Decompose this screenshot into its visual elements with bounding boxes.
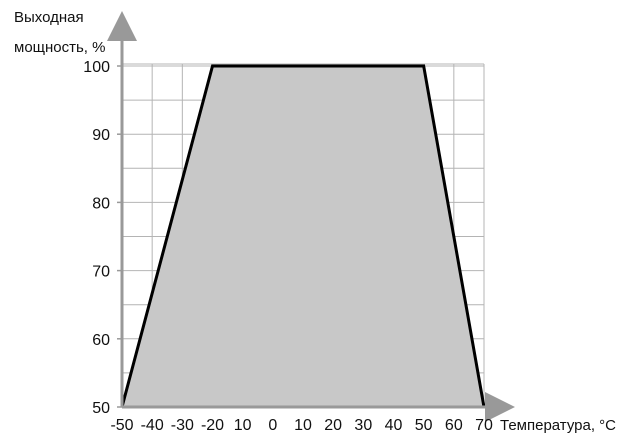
x-tick-label: 50 xyxy=(415,417,433,434)
x-tick-label: -30 xyxy=(171,417,194,434)
x-tick-label: 10 xyxy=(234,417,252,434)
y-tick-label: 70 xyxy=(92,264,110,281)
y-axis-title-line-1: Выходная xyxy=(14,9,84,26)
y-tick-label: 80 xyxy=(92,195,110,212)
y-tick-label: 60 xyxy=(92,332,110,349)
x-tick-label: 20 xyxy=(324,417,342,434)
labels: Выходная мощность, % Температура, °C -50… xyxy=(14,9,616,434)
series-area-fill xyxy=(122,66,484,407)
y-axis-title-line-2: мощность, % xyxy=(14,39,105,56)
axes xyxy=(107,11,515,422)
x-tick-label: 0 xyxy=(268,417,277,434)
series-line xyxy=(120,64,486,408)
x-tick-label: 70 xyxy=(475,417,493,434)
x-tick-label: -50 xyxy=(110,417,133,434)
y-tick-label: 100 xyxy=(83,59,110,76)
y-tick-label: 90 xyxy=(92,127,110,144)
x-tick-label: 60 xyxy=(445,417,463,434)
x-tick-label: -20 xyxy=(201,417,224,434)
x-axis-title: Температура, °C xyxy=(500,417,616,434)
x-tick-label: -40 xyxy=(141,417,164,434)
y-tick-label: 50 xyxy=(92,400,110,417)
x-tick-label: 30 xyxy=(354,417,372,434)
plot-area xyxy=(120,64,486,408)
x-tick-label: 10 xyxy=(294,417,312,434)
x-tick-label: 40 xyxy=(385,417,403,434)
